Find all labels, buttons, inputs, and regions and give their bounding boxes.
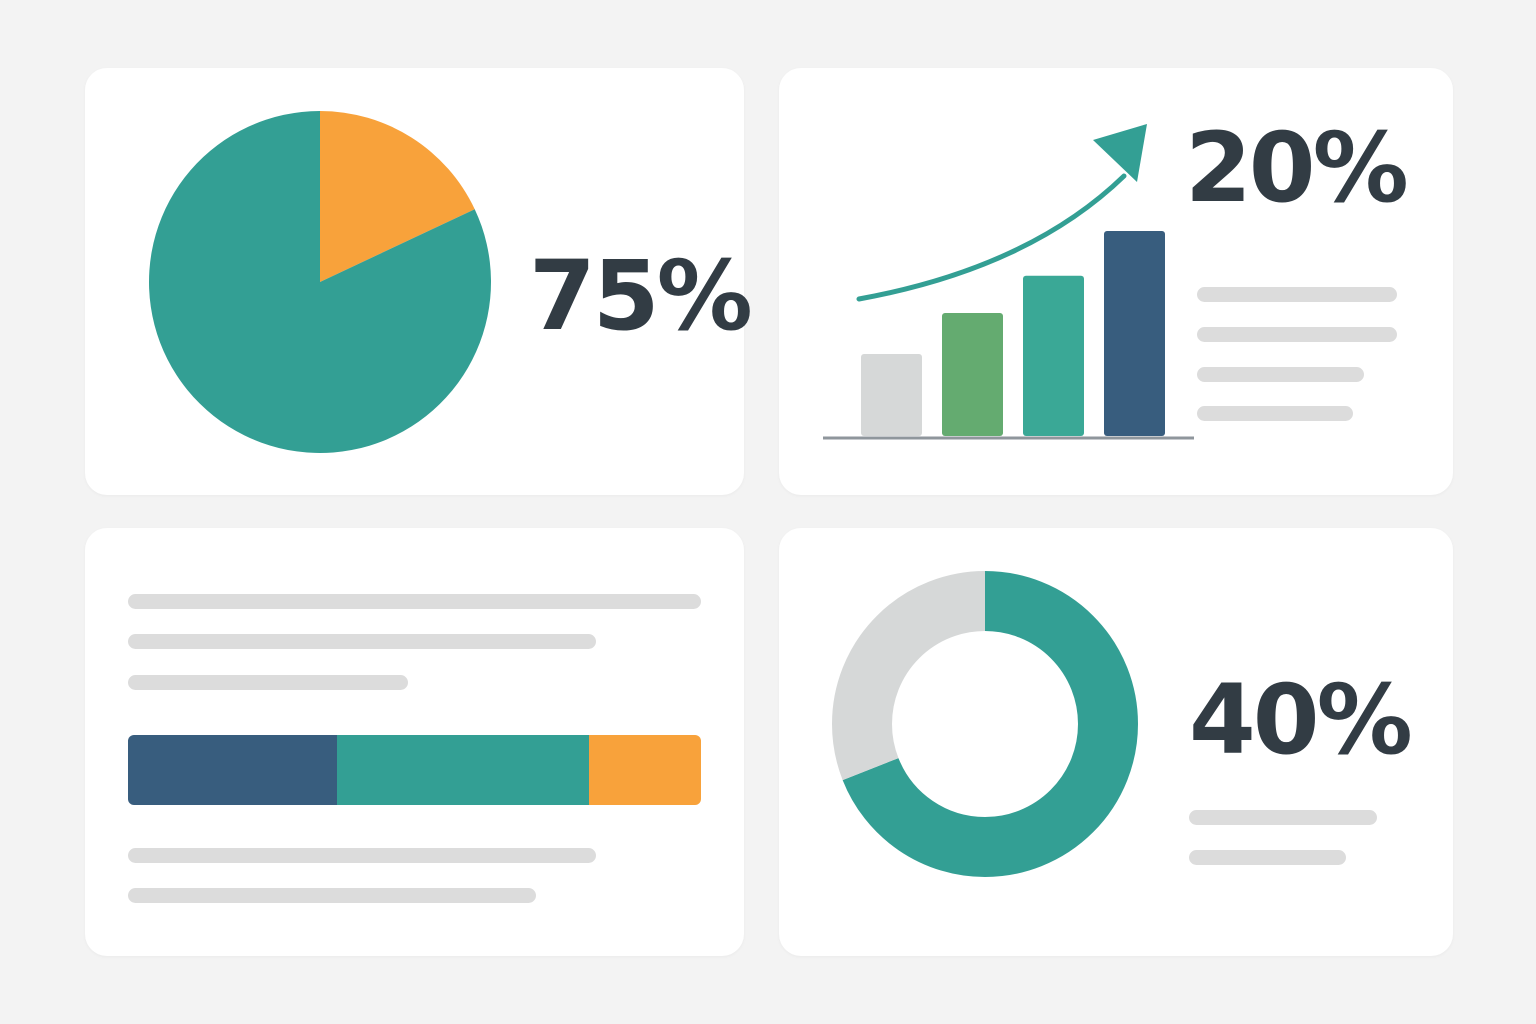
bar-chart (823, 124, 1194, 440)
pie-slice-teal (149, 111, 491, 453)
donut-chart (832, 571, 1138, 877)
text-placeholder-line (1197, 327, 1397, 342)
stacked-bar-segment-1 (128, 735, 338, 805)
text-placeholder-line (128, 675, 408, 690)
pie-chart-card: 75% (85, 68, 753, 495)
stacked-bar-segment-2 (337, 735, 590, 805)
text-placeholder-line (128, 594, 701, 609)
text-placeholder-line (1189, 810, 1377, 825)
text-placeholder-line (1189, 850, 1346, 865)
bar-value-label: 20% (1185, 112, 1409, 224)
bar-3 (1023, 275, 1084, 436)
pie-value-label: 75% (529, 240, 753, 352)
bar-2 (942, 313, 1003, 436)
text-placeholder-line (1197, 406, 1353, 421)
pie-slice-orange (320, 111, 475, 282)
stacked-bar (128, 735, 701, 805)
bar-chart-card: 20% (779, 68, 1453, 495)
stacked-bar-card (85, 528, 744, 956)
text-placeholder-line (128, 848, 596, 863)
stacked-bar-segment-3 (589, 735, 701, 805)
upward-trend-arrow-icon (856, 124, 1147, 302)
text-placeholder-line (1197, 367, 1364, 382)
pie-chart (149, 111, 491, 453)
bar-4 (1104, 231, 1165, 436)
text-placeholder-line (128, 634, 596, 649)
text-placeholder-line (1197, 287, 1397, 302)
donut-segment-gray (832, 571, 1138, 877)
donut-chart-card: 40% (779, 528, 1453, 956)
text-placeholder-line (128, 888, 536, 903)
bar-1 (861, 354, 922, 436)
donut-value-label: 40% (1189, 664, 1413, 776)
